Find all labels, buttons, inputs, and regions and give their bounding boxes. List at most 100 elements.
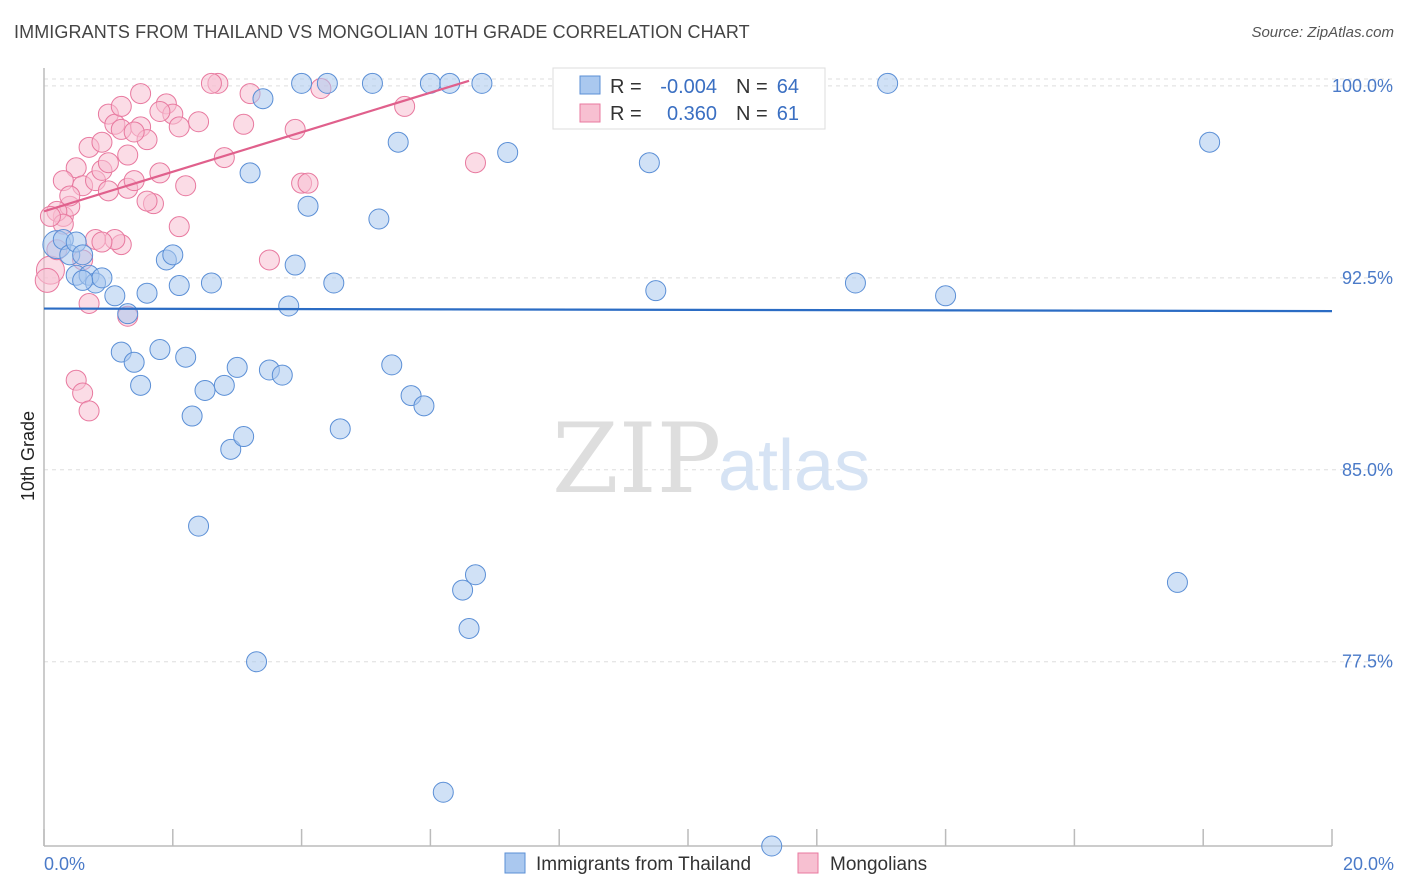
scatter-point-pink [175, 175, 197, 197]
y-tick-label: 92.5% [1342, 268, 1393, 288]
scatter-point-blue [323, 272, 345, 294]
scatter-point-blue [136, 282, 158, 304]
scatter-point-blue [452, 579, 474, 601]
scatter-point-blue [361, 72, 383, 94]
scatter-point-blue [278, 295, 300, 317]
scatter-point-pink [200, 72, 222, 94]
scatter-point-blue [162, 244, 184, 266]
scatter-point-blue [271, 364, 293, 386]
chart-title: IMMIGRANTS FROM THAILAND VS MONGOLIAN 10… [14, 22, 750, 42]
scatter-point-blue [168, 275, 190, 297]
scatter-point-pink [136, 190, 158, 212]
legend-n-value-2: 61 [777, 103, 799, 125]
scatter-point-blue [213, 374, 235, 396]
x-tick-label-max: 20.0% [1343, 854, 1394, 874]
trendlines [43, 79, 1333, 313]
scatter-point-blue [252, 88, 274, 110]
axes [43, 68, 1333, 847]
scatter-point-pink [123, 121, 145, 143]
series-thailand [42, 72, 1221, 857]
bottom-legend: Immigrants from Thailand Mongolians [504, 852, 927, 875]
scatter-point-pink [78, 400, 100, 422]
scatter-point-blue [638, 152, 660, 174]
scatter-point-pink [91, 231, 113, 253]
scatter-point-pink [91, 131, 113, 153]
bottom-legend-swatch-thailand [504, 852, 526, 874]
scatter-point-blue [233, 426, 255, 448]
legend-r-label-1: R = [610, 76, 642, 98]
scatter-point-pink [117, 144, 139, 166]
legend-n-label-2: N = [736, 103, 768, 125]
series-mongolians [34, 72, 486, 422]
scatter-point-blue [181, 405, 203, 427]
chart-source: Source: ZipAtlas.com [1251, 24, 1394, 41]
scatter-point-blue [381, 354, 403, 376]
bottom-legend-label-mongolians: Mongolians [830, 854, 927, 875]
scatter-point-blue [91, 267, 113, 289]
scatter-point-blue [844, 272, 866, 294]
scatter-point-pink [78, 292, 100, 314]
scatter-point-blue [188, 515, 210, 537]
legend-swatch-pink [579, 103, 601, 123]
scatter-point-pink [72, 382, 94, 404]
scatter-point-blue [123, 351, 145, 373]
y-tick-label: 85.0% [1342, 460, 1393, 480]
legend-n-value-1: 64 [777, 76, 799, 98]
scatter-point-blue [935, 285, 957, 307]
scatter-point-pink [188, 111, 210, 133]
scatter-point-blue [645, 280, 667, 302]
bottom-legend-label-thailand: Immigrants from Thailand [536, 854, 751, 875]
legend-r-label-2: R = [610, 103, 642, 125]
y-tick-label: 100.0% [1332, 76, 1393, 96]
scatter-point-blue [226, 356, 248, 378]
scatter-point-pink [97, 152, 119, 174]
scatter-point-blue [464, 564, 486, 586]
scatter-point-blue [72, 269, 94, 291]
scatter-point-blue [175, 346, 197, 368]
scatter-point-blue [1166, 571, 1188, 593]
scatter-point-blue [329, 418, 351, 440]
scatter-point-blue [761, 835, 783, 857]
scatter-point-blue [149, 339, 171, 361]
scatter-point-pink [130, 83, 152, 105]
watermark: ZIP atlas [552, 403, 870, 515]
scatter-point-blue [194, 379, 216, 401]
scatter-point-pink [284, 118, 306, 140]
scatter-point-blue [246, 651, 268, 673]
scatter-point-pink [213, 147, 235, 169]
scatter-point-blue [220, 438, 242, 460]
scatter-point-blue [104, 285, 126, 307]
legend-swatch-blue [579, 75, 601, 95]
scatter-point-blue [117, 303, 139, 325]
y-tick-labels: 100.0% 92.5% 85.0% 77.5% [1332, 76, 1393, 672]
scatter-point-blue [877, 72, 899, 94]
scatter-point-blue [130, 374, 152, 396]
legend-n-label-1: N = [736, 76, 768, 98]
scatter-point-blue [432, 781, 454, 803]
trendline-blue [43, 307, 1333, 313]
watermark-atlas: atlas [718, 426, 870, 506]
scatter-point-blue [284, 254, 306, 276]
scatter-point-blue [413, 395, 435, 417]
scatter-point-blue [239, 162, 261, 184]
scatter-point-blue [1199, 131, 1221, 153]
scatter-point-blue [291, 72, 313, 94]
scatter-point-blue [439, 72, 461, 94]
watermark-zip: ZIP [552, 403, 721, 515]
legend: R = -0.004 N = 64 R = 0.360 N = 61 [552, 67, 826, 130]
scatter-point-pink [258, 249, 280, 271]
trendline-pink [43, 79, 470, 213]
scatter-point-pink [297, 172, 319, 194]
scatter-point-blue [72, 244, 94, 266]
bottom-legend-swatch-mongolians [797, 852, 819, 874]
scatter-point-blue [316, 72, 338, 94]
scatter-point-pink [233, 113, 255, 135]
y-tick-label: 77.5% [1342, 652, 1393, 672]
scatter-point-pink [34, 267, 60, 293]
y-axis-label: 10th Grade [18, 411, 38, 501]
scatter-point-pink [110, 95, 132, 117]
legend-r-value-1: -0.004 [660, 76, 717, 98]
scatter-point-blue [471, 72, 493, 94]
scatter-point-pink [464, 152, 486, 174]
